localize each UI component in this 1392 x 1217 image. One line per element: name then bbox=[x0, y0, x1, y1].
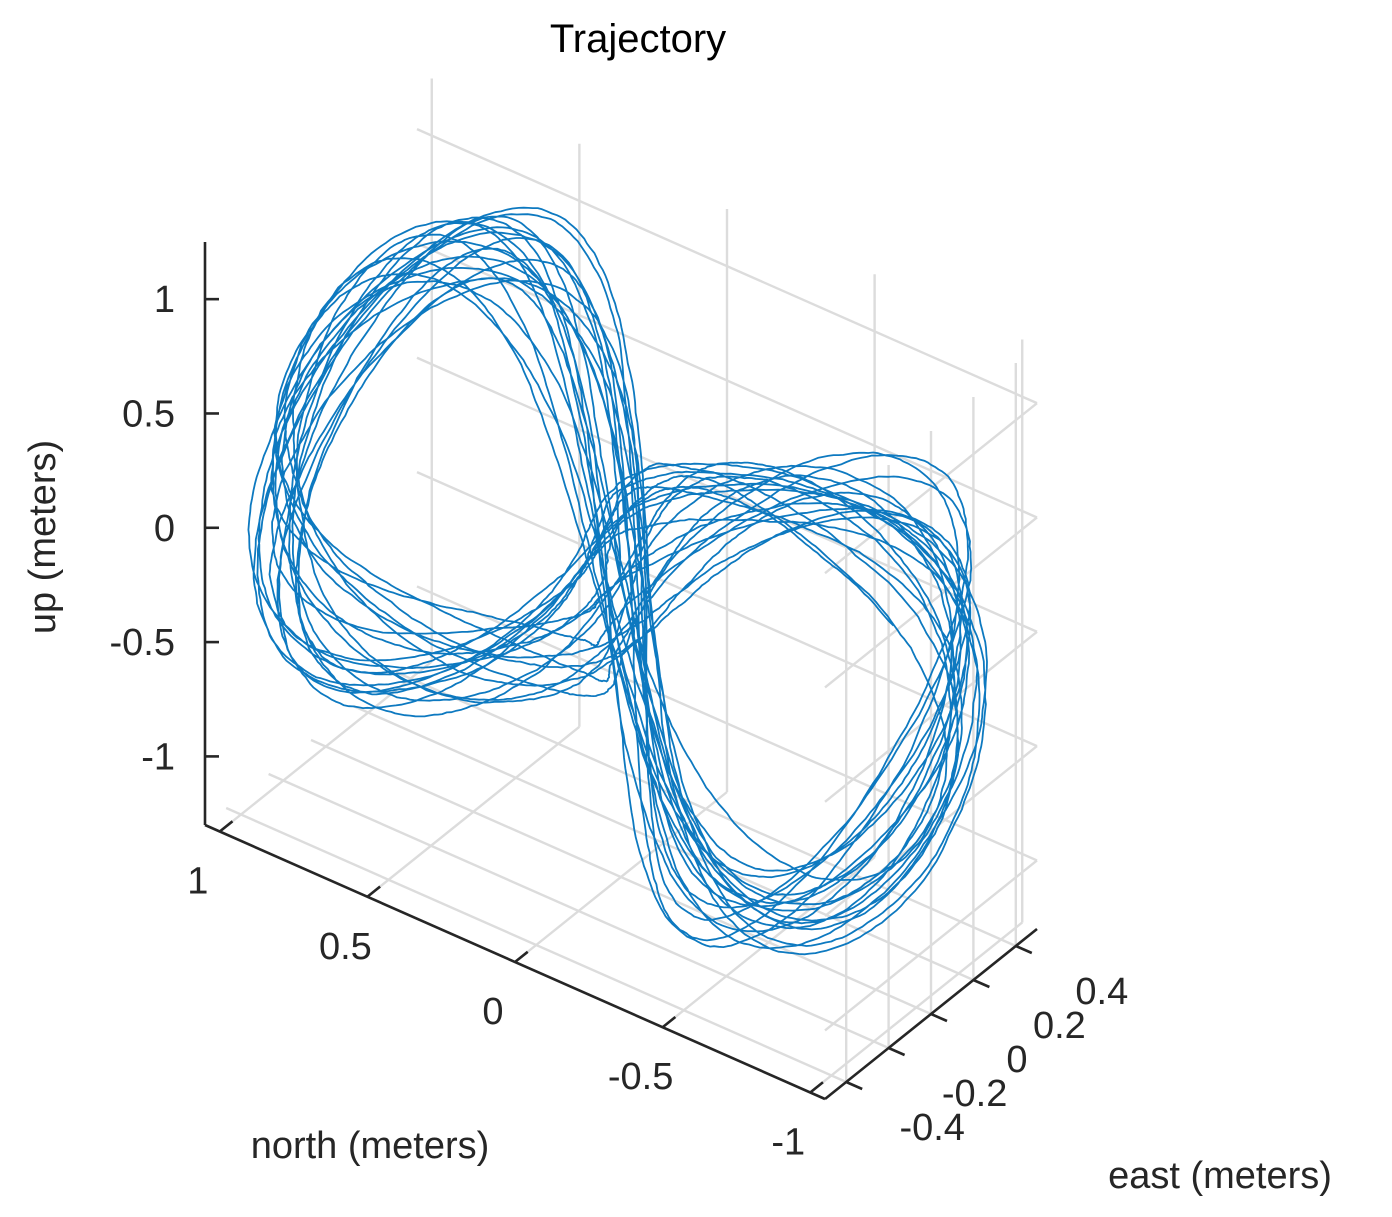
y-tick-label-2: 0 bbox=[1006, 1039, 1027, 1081]
z-tick-label-1: 0.5 bbox=[122, 393, 175, 435]
grid-line-y-floor-2 bbox=[310, 738, 932, 1016]
x-tick-label-2: 0 bbox=[482, 991, 503, 1033]
z-tick-label-2: 0 bbox=[154, 508, 175, 550]
y-tick-label-1: 0.2 bbox=[1033, 1005, 1086, 1047]
z-axis-label: up (meters) bbox=[22, 440, 64, 634]
tick-labels: 10.50-0.5-110.50-0.5-10.40.20-0.2-0.4 bbox=[110, 279, 1129, 1163]
chart-title: Trajectory bbox=[550, 17, 726, 61]
trajectory-plot bbox=[247, 206, 988, 956]
y-axis-label: east (meters) bbox=[1108, 1155, 1332, 1197]
x-tick-mark-3 bbox=[661, 1016, 677, 1029]
trajectory-line bbox=[247, 206, 988, 956]
y-tick-label-3: -0.2 bbox=[942, 1073, 1007, 1115]
x-axis-label: north (meters) bbox=[251, 1125, 490, 1167]
x-tick-mark-0 bbox=[218, 820, 234, 833]
x-tick-label-0: 1 bbox=[187, 861, 208, 903]
y-tick-label-4: -0.4 bbox=[899, 1107, 964, 1149]
x-tick-label-3: -0.5 bbox=[608, 1056, 673, 1098]
y-tick-mark-4 bbox=[845, 1080, 863, 1091]
grid-line-y-floor-0 bbox=[395, 670, 1017, 948]
y-tick-mark-0 bbox=[1015, 944, 1033, 955]
x-tick-label-1: 0.5 bbox=[319, 926, 372, 968]
y-tick-mark-3 bbox=[888, 1046, 906, 1057]
y-tick-mark-2 bbox=[930, 1012, 948, 1023]
x-tick-label-4: -1 bbox=[771, 1121, 805, 1163]
z-tick-label-3: -0.5 bbox=[110, 622, 175, 664]
grid-line-y-floor-4 bbox=[225, 806, 847, 1084]
x-tick-mark-2 bbox=[514, 950, 529, 964]
z-tick-label-0: 1 bbox=[154, 279, 175, 321]
z-tick-label-4: -1 bbox=[141, 736, 175, 778]
x-tick-mark-1 bbox=[366, 885, 381, 898]
y-tick-label-0: 0.4 bbox=[1075, 971, 1128, 1013]
y-tick-mark-1 bbox=[972, 978, 990, 989]
x-tick-mark-4 bbox=[809, 1081, 824, 1094]
grid-line-y-floor-3 bbox=[268, 772, 890, 1050]
